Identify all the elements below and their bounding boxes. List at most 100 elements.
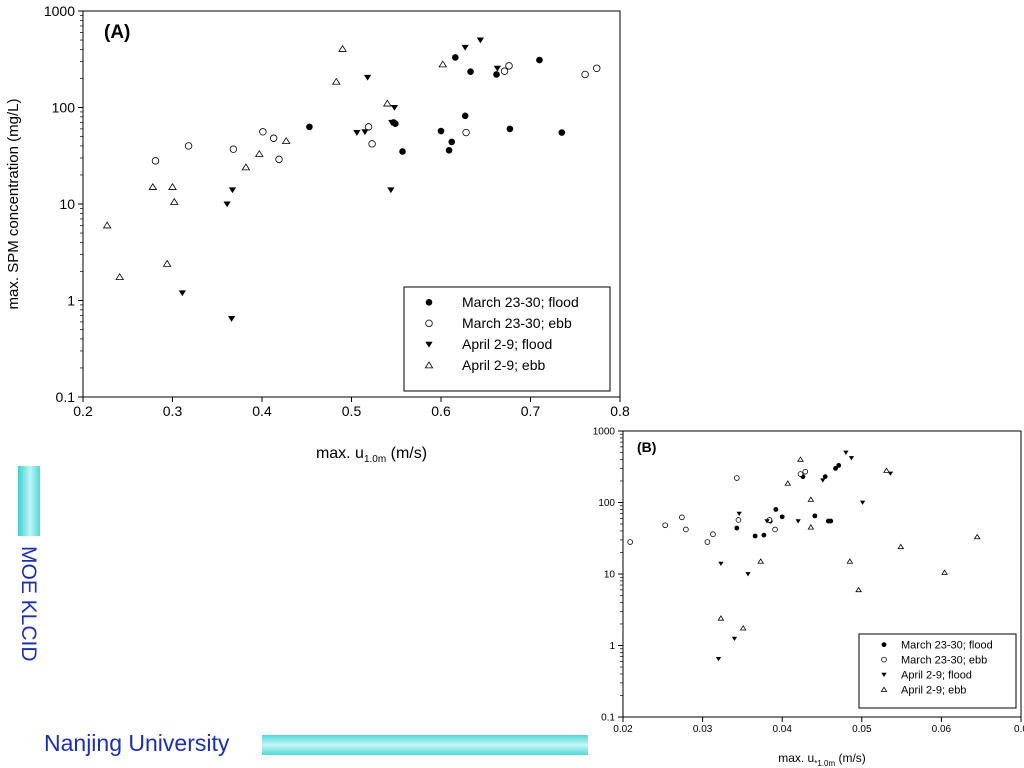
panel-a-legend-box [403,286,611,392]
panel-b-point [734,475,740,481]
panel-a-y-tick-label: 0.1 [56,389,76,405]
panel-b-point [757,558,765,564]
panel-b-point [736,511,742,516]
panel-a-point [281,136,291,144]
institute-label: MOE KLCID [17,546,40,662]
panel-b-point [679,514,685,521]
panel-a-legend-marker-point [425,319,433,328]
panel-a-point [581,70,589,79]
panel-b-legend-label: April 2-9; ebb [901,684,966,696]
panel-b-point [855,586,862,593]
panel-b-x-tick-label: 0.02 [613,724,633,735]
panel-b-x-tick-label: 0.06 [932,724,952,735]
panel-a-point [228,187,237,194]
panel-a-point [461,44,469,51]
panel-a-legend: March 23-30; flood March 23-30; ebb April … [403,286,611,392]
panel-a-point [338,44,347,52]
panel-b-legend-marker-point [881,642,887,648]
panel-b-point [797,456,804,462]
panel-a-y-tick-label: 10 [59,196,75,212]
panel-b-point [779,514,785,520]
horizontal-accent-bar [262,735,588,755]
panel-a-legend-label: April 2-9; ebb [462,357,545,373]
panel-a-point [506,125,514,133]
panel-b-y-tick-label: 1 [609,641,615,652]
panel-b-point [807,496,815,502]
panel-a-x-tick-label: 0.8 [610,403,630,419]
panel-b-series [715,450,894,662]
panel-a-point [254,149,264,157]
panel-b-legend-label: March 23-30; flood [901,639,993,651]
panel-a-point [361,129,369,136]
panel-b-x-tick-label: 0.05 [852,724,872,735]
panel-b-point [718,561,724,566]
panel-a-point [452,54,459,61]
panel-a-point [387,187,395,194]
panel-a-point [223,201,231,208]
panel-b-point [843,450,849,455]
panel-a-legend-label: March 23-30; flood [462,294,579,310]
chart-panel-b: 0.1 1 10 100 1000 0.02 0.03 0.04 0.05 0.06 0.0 (B) m… [593,427,1024,768]
panel-a-point [438,60,448,68]
panel-b-point [627,539,633,545]
panel-b-series [627,468,809,545]
panel-a-point [500,67,509,75]
panel-a-x-tick-label: 0.4 [252,403,272,419]
panel-b-point [833,465,838,471]
panel-b-point [820,478,826,483]
panel-a-legend-marker-point [424,361,434,369]
panel-a-x-tick-label: 0.6 [431,403,451,419]
panel-b-y-tick-label: 10 [604,570,616,581]
panel-a-point [536,56,543,64]
panel-a-y-tick-label: 100 [52,99,76,115]
panel-a-series [151,62,601,165]
panel-b-point [784,480,792,486]
panel-b-point [797,471,804,477]
panel-a-point [184,142,193,150]
panel-b-legend-label: April 2-9; flood [901,669,972,681]
panel-a-point [558,129,566,136]
panel-b-point [973,533,981,540]
panel-b-point [846,558,854,564]
panel-a-point [162,259,172,267]
panel-a-point [115,273,125,280]
panel-a-point [390,104,399,111]
panel-b-point [704,539,711,545]
panel-b-series [717,456,981,631]
panel-b-x-tick-label: 0.03 [693,724,713,735]
panel-a-point [493,65,502,72]
panel-b-point [836,463,842,468]
panel-a-legend-marker-point [425,341,433,348]
panel-b-point [683,526,689,533]
panel-b-legend-marker-point [881,672,887,677]
panel-b-point [739,624,747,631]
panel-b-point [859,500,866,505]
panel-a-x-axis-label: max. u1.0m (m/s) [316,445,427,465]
panel-a-point [388,119,396,126]
panel-a-point [476,37,485,44]
panel-b-point [715,657,722,662]
panel-b-point [764,519,770,524]
panel-b-legend-label: March 23-30; ebb [901,654,987,666]
panel-b-point [735,517,742,523]
panel-a-point [445,147,453,154]
university-label: Nanjing University [44,730,230,756]
panel-a-point [493,71,500,78]
panel-b-point [772,526,778,533]
panel-a-point [461,112,469,120]
panel-a-point [467,68,474,75]
panel-a-legend-label: March 23-30; ebb [462,315,572,331]
vertical-accent-bar [18,466,40,536]
panel-b-point [773,507,779,512]
panel-b-point [731,636,738,641]
panel-a-y-axis-label: max. SPM concentration (mg/L) [5,99,22,310]
panel-b-x-tick-label: 0.0 [1014,724,1024,735]
panel-b-point [745,572,751,577]
panel-a-point [331,77,341,85]
panel-a-series [306,54,566,155]
panel-a-point [306,123,313,131]
panel-a-point [353,130,361,136]
panel-a-point [241,163,251,171]
panel-b-point [828,518,834,524]
